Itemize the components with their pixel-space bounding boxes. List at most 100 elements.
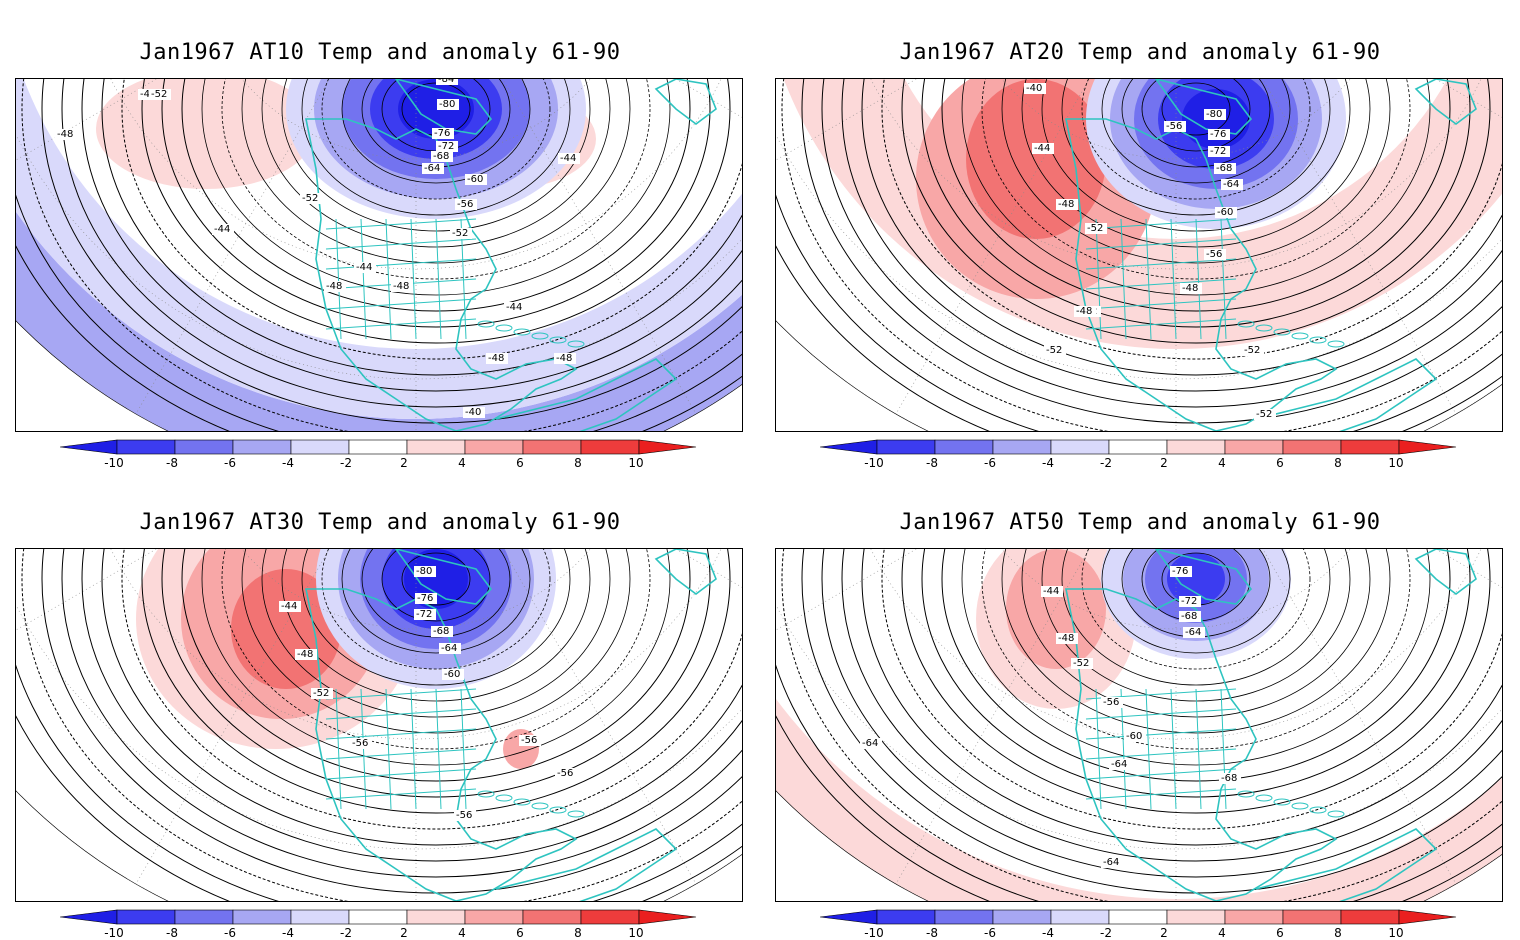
contour-line xyxy=(841,549,1502,862)
contour-label: -40 xyxy=(1024,83,1046,94)
contour-line xyxy=(321,79,551,200)
contour-label: -56 xyxy=(555,768,577,779)
contour-line xyxy=(981,549,1411,750)
island xyxy=(1309,336,1327,344)
colorbar-segment xyxy=(934,909,994,925)
contour-line xyxy=(941,79,1451,312)
colorbar-segment xyxy=(1224,439,1284,455)
state-border xyxy=(325,768,477,780)
colorbar-segment xyxy=(174,909,234,925)
panel-title: Jan1967 AT10 Temp and anomaly 61-90 xyxy=(139,40,621,65)
contour-line xyxy=(181,79,691,312)
contour-label-text: -48 xyxy=(393,281,409,292)
contour-label: -76 xyxy=(1208,129,1230,140)
colorbar-arrow-left xyxy=(820,439,878,455)
contour-line xyxy=(101,549,742,846)
coastline-south-america xyxy=(495,828,678,901)
contour-label: -64 xyxy=(439,643,461,654)
colorbar-segment xyxy=(522,439,582,455)
colorbar-tick-label: 4 xyxy=(1218,456,1226,468)
contour-label: -68 xyxy=(431,626,453,637)
contour-label: -56 xyxy=(1101,697,1123,708)
colorbar-segment xyxy=(232,909,292,925)
contour-labels: -40 -44 -48 -52 -80 -76 -72 -68 -64 -60 -56 -52 -48 -… xyxy=(1024,83,1276,420)
contour-line xyxy=(1081,79,1311,200)
longitude-line xyxy=(1262,79,1457,415)
contour-label-text: -52 xyxy=(1046,345,1062,356)
island xyxy=(549,806,567,814)
anomaly-shading xyxy=(16,79,742,431)
state-border xyxy=(1095,218,1102,340)
longitude-line xyxy=(135,79,330,415)
contour-label: -56 xyxy=(350,738,372,749)
contour-line xyxy=(781,549,1502,901)
contour-label-text: -48 xyxy=(556,353,572,364)
anomaly-shading xyxy=(783,79,1502,349)
contour-label-text: -40 xyxy=(140,89,156,100)
anomaly-shading xyxy=(776,549,1502,901)
panel-title: Jan1967 AT20 Temp and anomaly 61-90 xyxy=(899,40,1381,65)
state-border xyxy=(1170,688,1177,810)
contour-label: -44 xyxy=(504,302,526,313)
contour-label: -68 xyxy=(1214,163,1236,174)
colorbar: -10 -8 -6 -4 -2 2 4 6 8 10 xyxy=(820,909,1457,938)
colorbar-tick-label: 6 xyxy=(516,926,524,938)
colorbar-segment xyxy=(992,439,1052,455)
panel-title: Jan1967 AT50 Temp and anomaly 61-90 xyxy=(899,510,1381,535)
contour-label: -52 xyxy=(300,193,322,204)
colorbar-tick-label: 2 xyxy=(400,456,408,468)
colorbar-tick-label: -6 xyxy=(984,926,996,938)
contour-label: -68 xyxy=(1219,773,1241,784)
colorbar-segment xyxy=(348,439,408,455)
contour-label-text: -68 xyxy=(1221,773,1237,784)
contour-line xyxy=(901,549,1491,814)
island xyxy=(531,332,549,340)
contour-line xyxy=(821,79,1502,408)
contour-label-text: -60 xyxy=(1126,731,1142,742)
contour-line xyxy=(161,549,711,798)
colorbar-tick-label: -2 xyxy=(340,926,352,938)
contour-label: -68 xyxy=(1179,611,1201,622)
state-border xyxy=(1085,748,1237,760)
contour-label: -52 xyxy=(149,89,171,100)
contour-label-text: -72 xyxy=(438,141,454,152)
colorbar-tick-label: 6 xyxy=(1276,926,1284,938)
colorbar-arrow-left xyxy=(820,909,878,925)
state-border xyxy=(325,258,477,270)
graticule xyxy=(16,549,742,901)
contour-label-text: -64 xyxy=(1111,759,1127,770)
contour-line xyxy=(141,79,731,344)
island xyxy=(477,790,495,798)
contour-label-text: -52 xyxy=(1244,345,1260,356)
contour-label: -64 xyxy=(860,738,882,749)
anomaly-band xyxy=(16,79,742,419)
contour-label: -44 xyxy=(212,224,234,235)
contour-label: -56 xyxy=(454,810,476,821)
contour-line xyxy=(1101,79,1291,184)
contour-label: -76 xyxy=(415,593,437,604)
colorbar-segment xyxy=(406,909,466,925)
colorbar-segment xyxy=(464,909,524,925)
state-border xyxy=(1095,688,1102,810)
colorbar-tick-label: 8 xyxy=(1334,926,1342,938)
coastline-europe xyxy=(654,549,717,595)
contour-line xyxy=(901,79,1491,344)
island xyxy=(567,340,585,348)
state-border xyxy=(1085,218,1237,230)
contour-label-text: -52 xyxy=(1087,223,1103,234)
contour-label-text: -44 xyxy=(1043,586,1059,597)
contour-line xyxy=(381,549,491,622)
contour-label: -64 xyxy=(1183,627,1205,638)
state-border xyxy=(1085,708,1237,720)
state-border xyxy=(1195,218,1202,340)
island xyxy=(513,328,531,336)
colorbar-tick-label: 2 xyxy=(400,926,408,938)
colorbar-tick-label: -10 xyxy=(104,456,124,468)
colorbar-tick-label: -8 xyxy=(926,926,938,938)
contour-label-text: -44 xyxy=(1034,143,1050,154)
coastline-south-america xyxy=(495,358,678,431)
contour-label: -48 xyxy=(55,129,77,140)
anomaly-band xyxy=(16,79,742,431)
state-border xyxy=(385,688,392,810)
island xyxy=(1255,324,1273,332)
